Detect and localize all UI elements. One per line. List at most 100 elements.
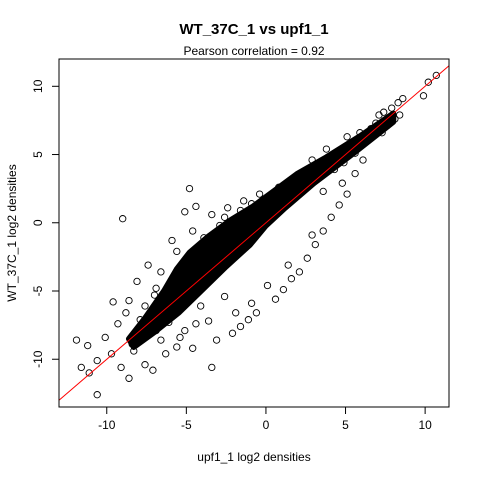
data-point [367, 133, 375, 141]
data-point [303, 254, 311, 262]
y-tick-label: -10 [31, 350, 45, 368]
data-point [322, 145, 331, 153]
data-point [255, 190, 264, 198]
data-point [359, 156, 367, 164]
data-point [192, 320, 200, 328]
data-point [192, 202, 200, 211]
data-point [149, 366, 157, 374]
data-point [133, 277, 141, 286]
y-tick-label: 5 [31, 151, 45, 158]
data-point [197, 302, 205, 310]
data-point [351, 149, 359, 157]
data-point [372, 119, 380, 127]
data-point [308, 156, 316, 164]
dense-point-cloud [126, 110, 397, 350]
data-point [204, 317, 213, 325]
data-point [157, 336, 165, 344]
y-tick-label: 0 [31, 219, 45, 226]
data-point [181, 208, 189, 216]
data-point [335, 146, 343, 155]
x-tick-label: -10 [98, 418, 116, 432]
data-point [247, 200, 256, 208]
data-point [396, 111, 404, 119]
data-point [168, 236, 176, 245]
data-point [236, 322, 245, 331]
data-point [101, 333, 109, 342]
data-point [287, 275, 296, 283]
data-point [383, 122, 391, 130]
data-point [109, 298, 117, 306]
fit-layer [58, 65, 450, 401]
x-tick-label: 5 [342, 418, 349, 432]
data-point [165, 318, 173, 327]
data-point [394, 99, 402, 107]
data-point [340, 159, 348, 167]
data-point [107, 350, 116, 358]
data-point [236, 206, 245, 215]
y-tick-label: -5 [31, 285, 45, 296]
plot-border [58, 58, 450, 408]
data-point [162, 350, 170, 358]
data-point [228, 329, 237, 337]
x-tick-label: 0 [263, 418, 270, 432]
data-point [173, 343, 181, 351]
data-point [141, 302, 149, 310]
data-point [157, 268, 165, 276]
data-point [263, 281, 272, 290]
data-point [343, 190, 351, 198]
data-point [271, 295, 280, 303]
data-point [319, 187, 327, 196]
data-point [125, 374, 133, 382]
data-point [189, 227, 197, 235]
x-tick-label: 10 [418, 418, 432, 432]
data-point [212, 336, 221, 344]
fit-line [58, 65, 450, 401]
data-point [240, 197, 248, 205]
data-point [114, 320, 122, 328]
data-point [356, 129, 364, 137]
data-point [244, 316, 253, 324]
data-point [93, 391, 101, 399]
data-point [346, 142, 354, 150]
data-point [220, 213, 229, 221]
data-layer [72, 71, 440, 399]
data-point [144, 261, 152, 269]
data-point [314, 172, 323, 181]
data-point [391, 115, 399, 123]
data-point [84, 341, 92, 350]
data-point [122, 309, 130, 317]
data-point [152, 326, 160, 335]
y-axis-label: WT_37C_1 log2 densities [5, 164, 19, 301]
data-point [275, 183, 283, 191]
data-point [295, 268, 304, 276]
data-point [181, 326, 189, 335]
data-point [343, 133, 351, 141]
data-point [330, 165, 339, 174]
data-point [216, 221, 224, 230]
data-point [388, 104, 396, 112]
data-point [220, 292, 229, 301]
data-point [360, 138, 369, 146]
data-point [173, 247, 181, 256]
data-point [292, 179, 300, 187]
x-tick-label: -5 [181, 418, 192, 432]
chart-title: WT_37C_1 vs upf1_1 [179, 21, 328, 38]
data-point [327, 152, 335, 160]
data-point [200, 234, 208, 242]
data-point [224, 204, 232, 212]
data-point [208, 210, 216, 219]
data-point [351, 169, 359, 178]
data-point [185, 184, 194, 193]
data-point [136, 316, 144, 324]
data-point [77, 363, 85, 372]
y-tick-label: 10 [31, 79, 45, 93]
data-point [232, 309, 240, 317]
data-point [319, 227, 327, 235]
data-point [130, 347, 138, 355]
data-point [367, 124, 375, 133]
data-point [72, 336, 81, 344]
data-point [375, 111, 383, 119]
chart-subtitle: Pearson correlation = 0.92 [183, 44, 324, 58]
data-point [152, 284, 160, 292]
